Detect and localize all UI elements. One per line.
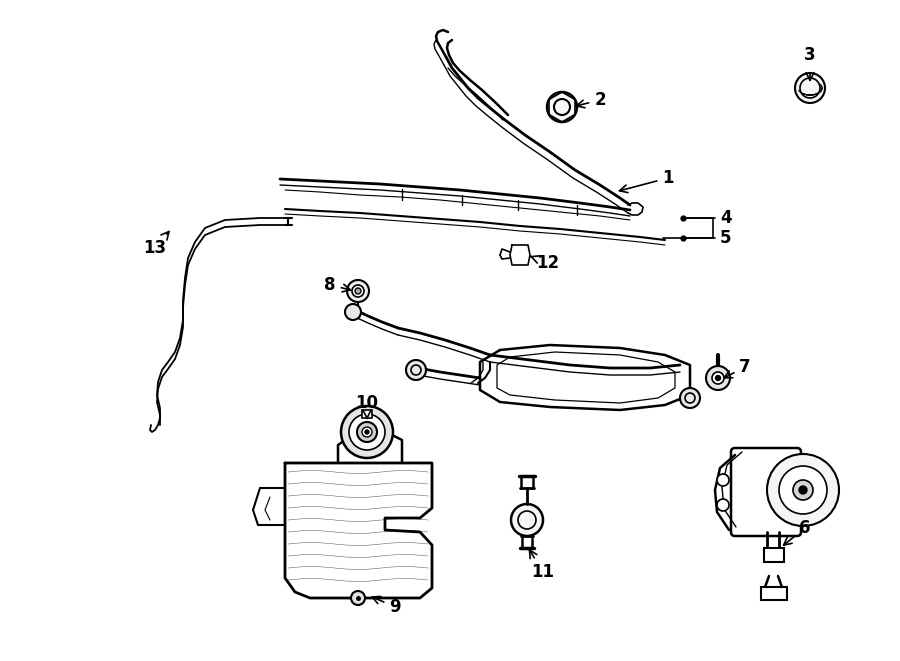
Circle shape <box>357 422 377 442</box>
Circle shape <box>357 422 383 448</box>
Circle shape <box>767 454 839 526</box>
Circle shape <box>795 73 825 103</box>
Circle shape <box>717 474 729 486</box>
Circle shape <box>680 388 700 408</box>
Circle shape <box>355 288 361 294</box>
Text: 9: 9 <box>373 596 400 616</box>
Circle shape <box>547 92 577 122</box>
Circle shape <box>793 480 813 500</box>
Circle shape <box>716 375 721 381</box>
Circle shape <box>365 430 369 434</box>
Text: 8: 8 <box>324 276 350 294</box>
Circle shape <box>799 486 807 494</box>
Circle shape <box>706 366 730 390</box>
Circle shape <box>345 304 361 320</box>
FancyBboxPatch shape <box>764 548 784 562</box>
Circle shape <box>362 427 372 437</box>
Text: 6: 6 <box>784 519 811 545</box>
FancyBboxPatch shape <box>362 410 372 418</box>
Text: 13: 13 <box>143 231 169 257</box>
Text: 3: 3 <box>805 46 815 64</box>
Text: 11: 11 <box>529 550 554 581</box>
Text: 5: 5 <box>720 229 732 247</box>
Text: 10: 10 <box>356 394 379 418</box>
Text: 4: 4 <box>720 209 732 227</box>
Circle shape <box>351 591 365 605</box>
Circle shape <box>347 280 369 302</box>
Circle shape <box>352 285 364 297</box>
Circle shape <box>712 372 724 384</box>
Circle shape <box>350 415 390 455</box>
Circle shape <box>341 406 393 458</box>
Circle shape <box>511 504 543 536</box>
Circle shape <box>364 429 376 441</box>
Text: 1: 1 <box>619 169 674 192</box>
Circle shape <box>406 360 426 380</box>
FancyBboxPatch shape <box>761 587 787 600</box>
FancyBboxPatch shape <box>731 448 801 536</box>
Circle shape <box>349 414 385 450</box>
Text: 2: 2 <box>577 91 606 109</box>
Circle shape <box>717 499 729 511</box>
Text: 7: 7 <box>724 358 751 378</box>
Circle shape <box>779 466 827 514</box>
Text: 12: 12 <box>531 254 560 272</box>
